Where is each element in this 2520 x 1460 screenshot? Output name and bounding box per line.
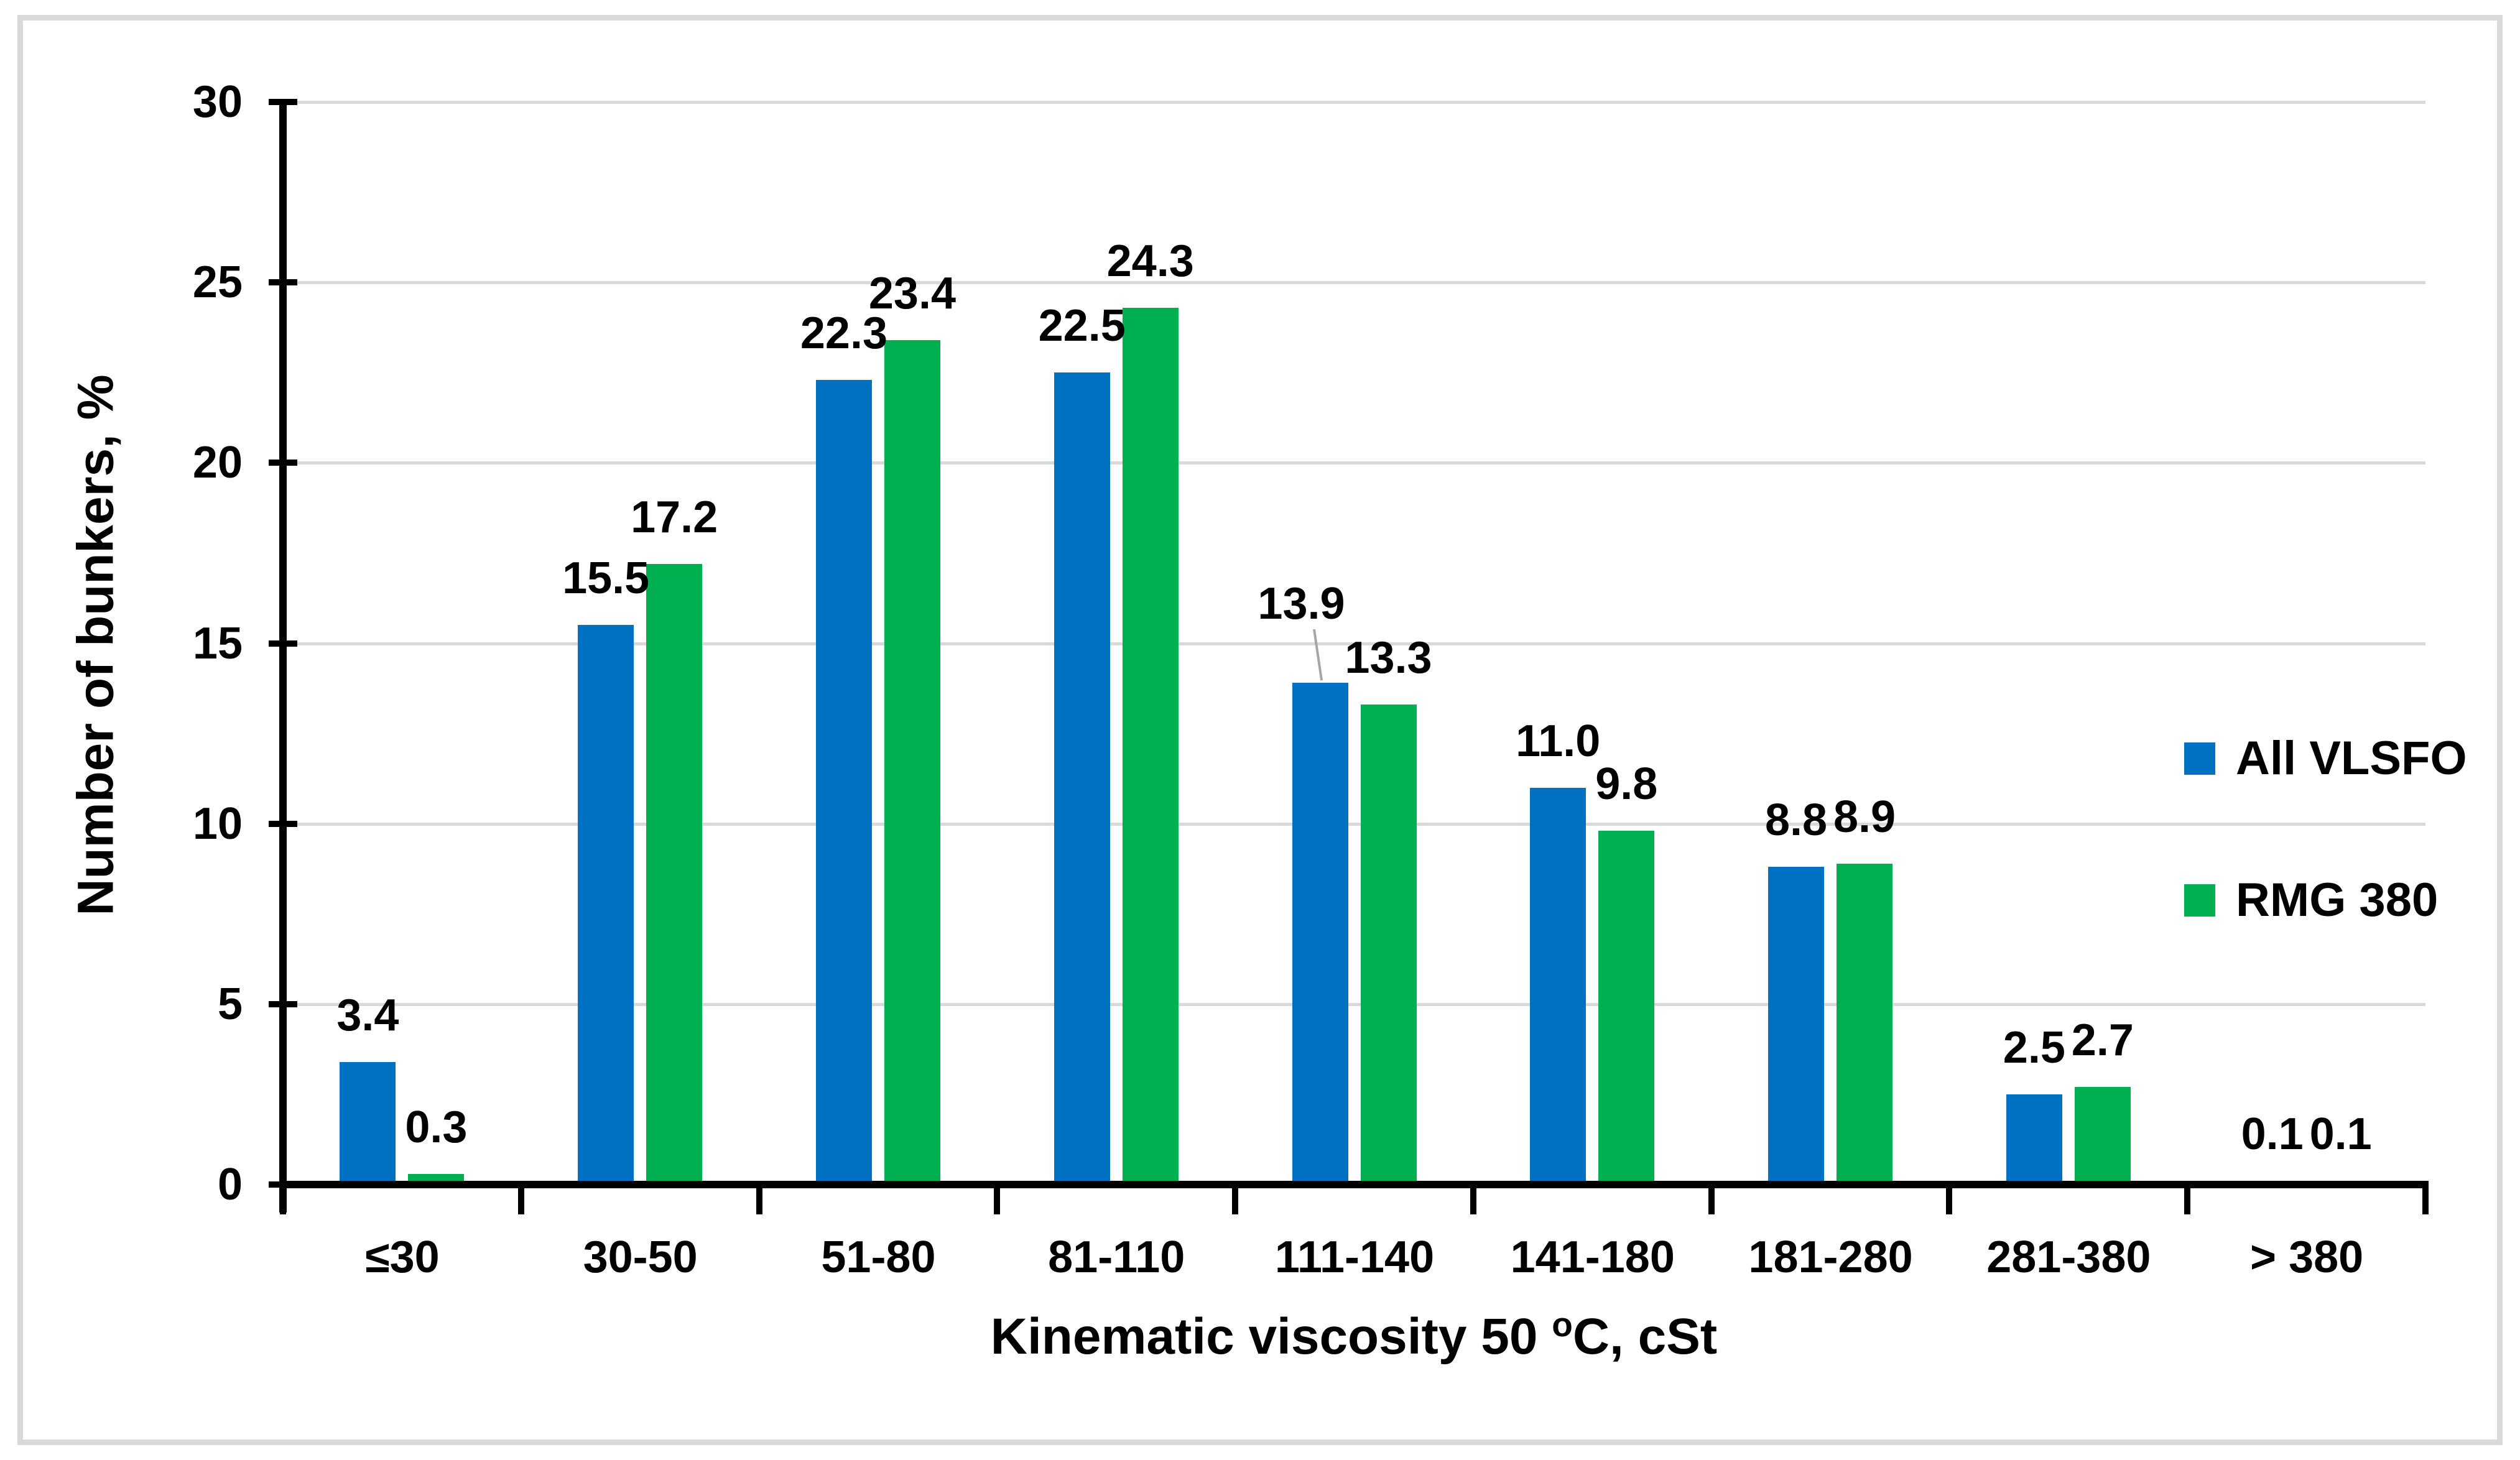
gridline [283,642,2425,645]
bar-value-label: 0.1 [2309,1109,2372,1159]
x-tick-mark [1470,1181,1476,1214]
x-axis-title: Kinematic viscosity 50 oC, cSt [794,1305,1914,1366]
bar-value-label: 15.5 [562,553,650,603]
y-tick-label: 5 [217,979,243,1029]
bar-value-label: 0.3 [405,1102,468,1152]
x-tick-mark [756,1181,762,1214]
bar [815,380,872,1185]
bar-value-label: 13.3 [1345,633,1432,683]
y-tick-label: 0 [217,1160,243,1209]
y-tick-label: 15 [192,618,243,668]
gridline [283,281,2425,285]
gridline [283,822,2425,826]
bar [1292,683,1348,1185]
x-tick-mark [1946,1181,1953,1214]
bar-value-label: 11.0 [1516,716,1601,766]
bar [646,564,703,1185]
x-tick-label: 30-50 [583,1232,698,1282]
bar [578,625,634,1185]
x-tick-mark [2184,1181,2191,1214]
bar [2074,1087,2131,1185]
bar-value-label: 2.5 [2003,1023,2065,1073]
x-tick-label: 111-140 [1274,1232,1435,1282]
bar-value-label: 0.1 [2241,1109,2304,1159]
bar [1530,788,1587,1185]
x-tick-mark [1708,1181,1715,1214]
gridline [283,101,2425,104]
bar [2006,1094,2062,1185]
x-axis-line [279,1181,2425,1188]
bar-value-label: 2.7 [2071,1015,2134,1065]
x-tick-mark [994,1181,1001,1214]
bar [1054,372,1110,1185]
y-tick-label: 10 [192,798,243,849]
bar [1360,705,1417,1185]
x-tick-label: 281-380 [1986,1232,2151,1282]
y-tick-label: 25 [192,257,243,308]
x-tick-label: 51-80 [821,1232,936,1282]
x-tick-mark [1232,1181,1239,1214]
bar-value-label: 22.5 [1038,301,1126,351]
bar-value-label: 17.2 [631,492,718,542]
bar [884,340,940,1185]
bar [340,1062,396,1185]
y-axis-line [279,99,287,1213]
x-tick-label: ≤30 [365,1232,440,1282]
bar [1122,308,1179,1185]
x-tick-label: 81-110 [1048,1232,1185,1282]
x-tick-label: 141-180 [1510,1232,1675,1282]
legend-item-all-vlsfo: All VLSFO [2177,731,2488,787]
bar-value-label: 3.4 [336,991,399,1040]
legend-swatch-icon [2184,884,2215,917]
x-tick-mark [517,1181,524,1214]
legend-swatch-icon [2184,742,2215,775]
bar [1837,864,1893,1185]
bar-value-label: 9.8 [1595,759,1658,809]
y-axis-title: Number of bunkers, % [67,374,124,916]
bar-value-label: 8.8 [1765,795,1828,845]
legend-label: RMG 380 [2236,874,2439,926]
x-axis-title-unit: C, cSt [1572,1308,1718,1365]
x-tick-label: > 380 [2250,1232,2364,1282]
gridline [283,461,2425,465]
chart-frame [17,15,2503,1445]
x-axis-title-text: Kinematic viscosity 50 [990,1308,1552,1365]
bar-value-label: 8.9 [1833,792,1896,842]
degree-symbol: o [1552,1305,1573,1344]
bar-value-label: 13.9 [1258,579,1345,629]
legend-label: All VLSFO [2236,732,2467,785]
x-tick-mark [2422,1181,2429,1214]
gridline [283,1002,2425,1006]
bar [1598,831,1655,1185]
bar-value-label: 22.3 [800,308,887,358]
bar [1768,867,1825,1185]
x-tick-label: 181-280 [1748,1232,1913,1282]
y-tick-label: 20 [192,438,243,488]
y-tick-label: 30 [192,77,243,127]
legend-item-rmg-380: RMG 380 [2177,873,2488,929]
bar-value-label: 23.4 [868,269,956,318]
bar-value-label: 24.3 [1106,236,1194,286]
